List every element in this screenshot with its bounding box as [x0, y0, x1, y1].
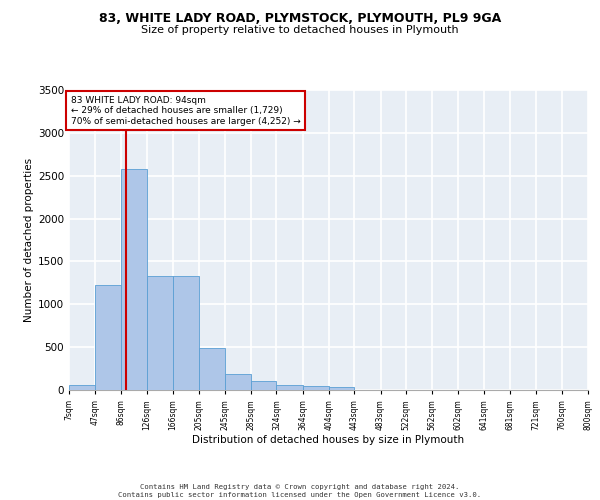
- Bar: [302, 386, 329, 390]
- Bar: [147, 276, 173, 390]
- Bar: [173, 276, 199, 390]
- Text: 83 WHITE LADY ROAD: 94sqm
← 29% of detached houses are smaller (1,729)
70% of se: 83 WHITE LADY ROAD: 94sqm ← 29% of detac…: [71, 96, 301, 126]
- Y-axis label: Number of detached properties: Number of detached properties: [24, 158, 34, 322]
- Bar: [251, 381, 277, 390]
- X-axis label: Distribution of detached houses by size in Plymouth: Distribution of detached houses by size …: [193, 436, 464, 446]
- Bar: [95, 286, 121, 390]
- Bar: [199, 348, 225, 390]
- Bar: [121, 169, 147, 390]
- Bar: [69, 385, 95, 390]
- Bar: [277, 386, 302, 390]
- Text: Contains HM Land Registry data © Crown copyright and database right 2024.
Contai: Contains HM Land Registry data © Crown c…: [118, 484, 482, 498]
- Text: 83, WHITE LADY ROAD, PLYMSTOCK, PLYMOUTH, PL9 9GA: 83, WHITE LADY ROAD, PLYMSTOCK, PLYMOUTH…: [99, 12, 501, 26]
- Bar: [329, 388, 355, 390]
- Bar: [225, 374, 251, 390]
- Text: Size of property relative to detached houses in Plymouth: Size of property relative to detached ho…: [141, 25, 459, 35]
